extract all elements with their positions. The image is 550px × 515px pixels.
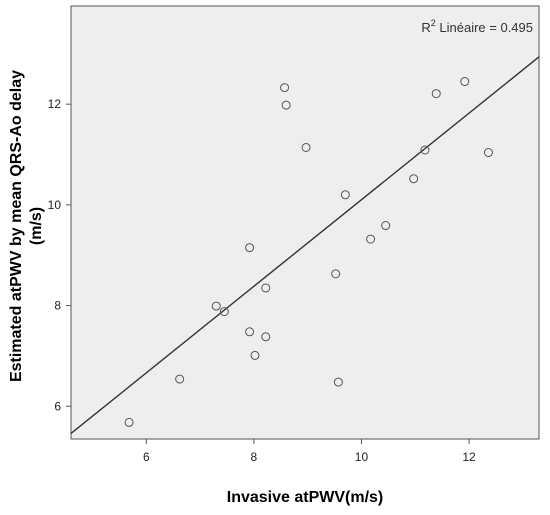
- x-tick-label: 10: [355, 450, 369, 464]
- data-point: [219, 307, 229, 317]
- data-point: [483, 148, 493, 158]
- data-point: [331, 269, 341, 279]
- data-points: [124, 77, 493, 427]
- y-tick-label: 10: [48, 198, 62, 212]
- data-point: [211, 301, 221, 311]
- data-point: [333, 377, 343, 387]
- x-tick-label: 8: [251, 450, 258, 464]
- y-axis-title-line2: (m/s): [28, 207, 45, 245]
- y-tick-label: 8: [54, 299, 61, 313]
- data-point: [280, 83, 290, 93]
- data-point: [245, 243, 255, 253]
- y-tick-label: 12: [48, 97, 62, 111]
- y-axis-title: Estimated atPWV by mean QRS-Ao delay (m/…: [8, 70, 45, 382]
- axis-ticks: 6 8 10 12 6 8 10 12: [48, 97, 476, 464]
- plot-area: [70, 5, 540, 440]
- r2-annotation: R2 Linéaire = 0.495: [421, 18, 533, 35]
- y-tick-label: 6: [54, 399, 61, 413]
- data-point: [261, 283, 271, 293]
- data-point: [124, 417, 134, 427]
- data-point: [301, 142, 311, 152]
- data-point: [409, 174, 419, 184]
- fit-line: [70, 56, 540, 435]
- data-point: [431, 89, 441, 99]
- data-point: [175, 374, 185, 384]
- fit-line-group: [70, 56, 540, 435]
- data-point: [250, 350, 260, 360]
- x-tick-label: 12: [462, 450, 476, 464]
- x-tick-label: 6: [143, 450, 150, 464]
- data-point: [281, 100, 291, 110]
- data-point: [340, 190, 350, 200]
- data-point: [245, 327, 255, 337]
- data-point: [381, 221, 391, 231]
- x-axis-title: Invasive atPWV(m/s): [227, 489, 384, 506]
- data-point: [366, 234, 376, 244]
- data-point: [420, 145, 430, 155]
- data-point: [261, 332, 271, 342]
- data-point: [460, 77, 470, 87]
- y-axis-title-line1: Estimated atPWV by mean QRS-Ao delay: [8, 70, 25, 382]
